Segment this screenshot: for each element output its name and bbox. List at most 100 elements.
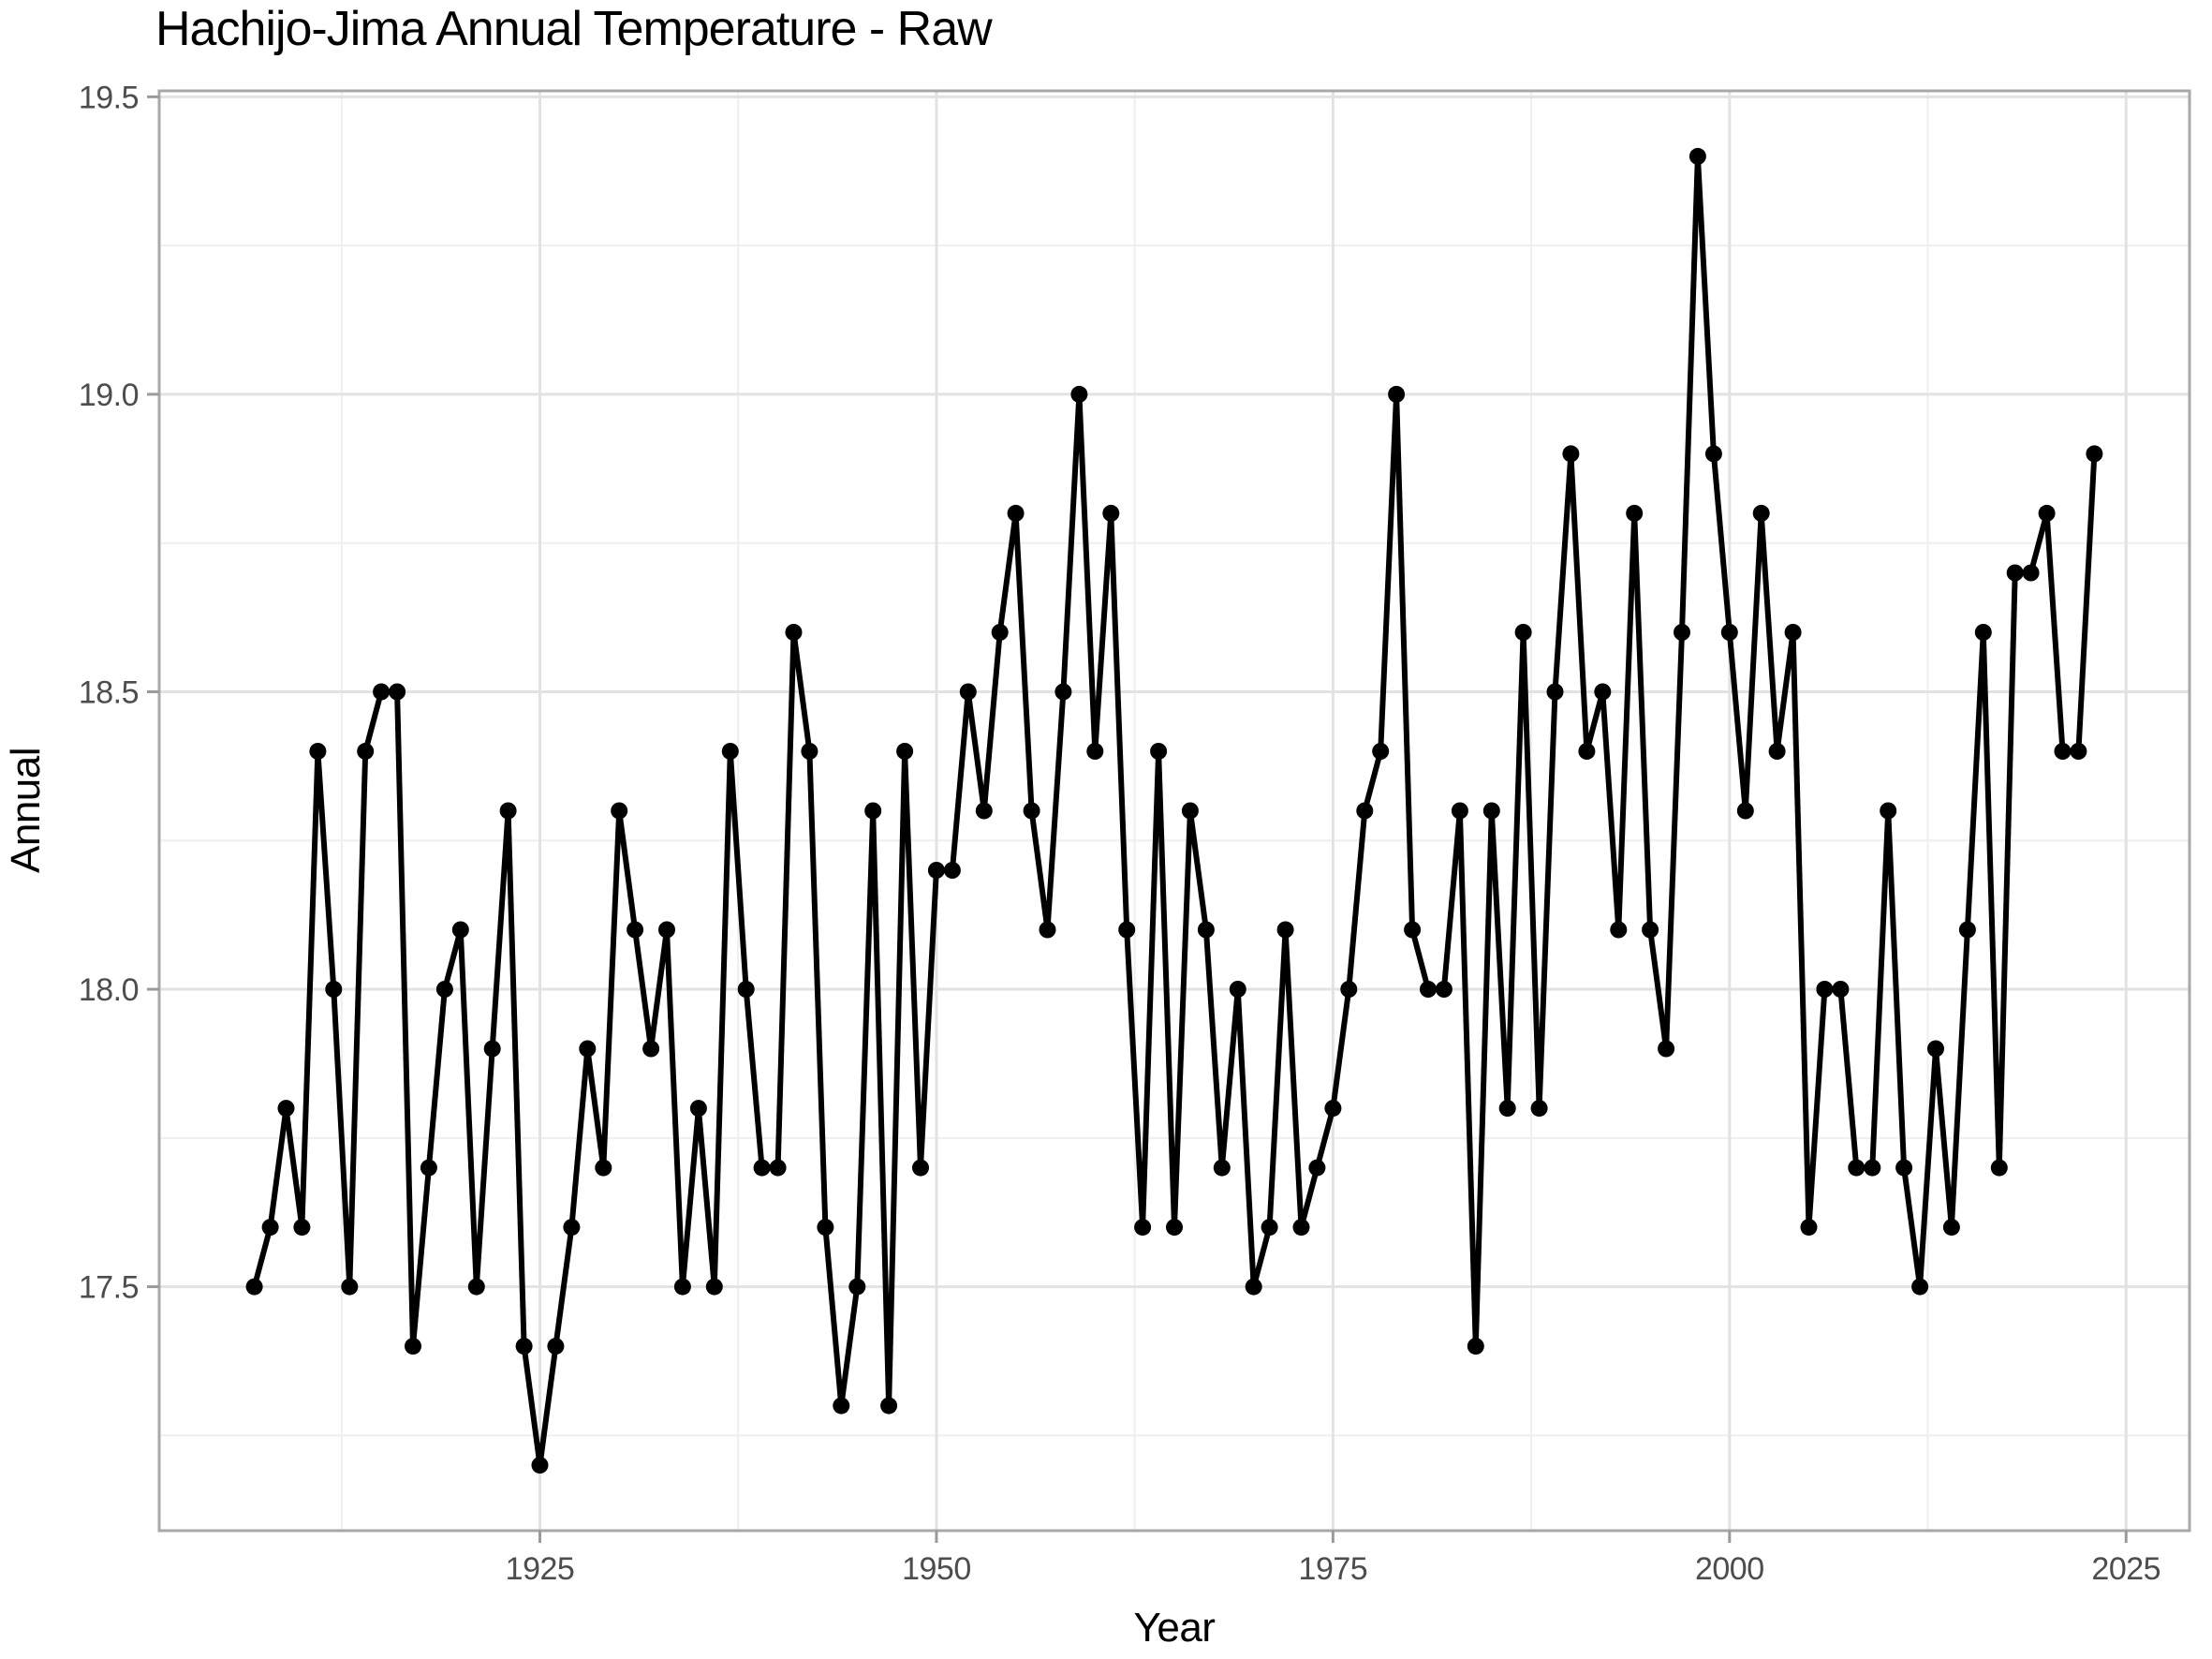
data-point bbox=[705, 1278, 723, 1296]
data-point bbox=[499, 802, 517, 820]
data-point bbox=[531, 1457, 549, 1474]
data-point bbox=[673, 1278, 691, 1296]
gridlines-major bbox=[159, 91, 2190, 1531]
data-point bbox=[1039, 921, 1056, 939]
data-point bbox=[721, 743, 739, 760]
data-point bbox=[293, 1219, 311, 1237]
data-point bbox=[1958, 921, 1976, 939]
x-tick-label: 1925 bbox=[506, 1551, 575, 1587]
data-point bbox=[277, 1100, 295, 1118]
data-point bbox=[547, 1338, 565, 1355]
data-point bbox=[1340, 981, 1358, 998]
data-point bbox=[1752, 504, 1770, 522]
data-point bbox=[1181, 802, 1199, 820]
x-tick-label: 1950 bbox=[902, 1551, 971, 1587]
data-point bbox=[1832, 981, 1850, 998]
data-point bbox=[864, 802, 882, 820]
data-point bbox=[1816, 981, 1834, 998]
data-point bbox=[1086, 743, 1104, 760]
data-point bbox=[1118, 921, 1136, 939]
data-point bbox=[1848, 1159, 1865, 1177]
data-point bbox=[943, 862, 961, 879]
y-tick-label: 19.5 bbox=[79, 80, 139, 115]
data-point bbox=[1990, 1159, 2008, 1177]
plot-title: Hachijo-Jima Annual Temperature - Raw bbox=[155, 2, 993, 56]
data-point bbox=[1562, 445, 1580, 463]
x-tick-label: 2000 bbox=[1695, 1551, 1764, 1587]
data-point bbox=[1704, 445, 1722, 463]
data-point bbox=[642, 1040, 660, 1058]
data-point bbox=[1134, 1219, 1152, 1237]
data-point bbox=[1324, 1100, 1342, 1118]
data-point bbox=[1197, 921, 1215, 939]
data-point bbox=[927, 862, 945, 879]
axis-ticks bbox=[147, 95, 2128, 1543]
data-point bbox=[309, 743, 327, 760]
y-tick-label: 18.0 bbox=[79, 972, 139, 1008]
data-point bbox=[435, 981, 453, 998]
data-point bbox=[753, 1159, 771, 1177]
data-point bbox=[1688, 147, 1706, 165]
data-point bbox=[563, 1219, 581, 1237]
data-point bbox=[261, 1219, 279, 1237]
data-point bbox=[1435, 981, 1453, 998]
data-point bbox=[2086, 445, 2103, 463]
data-point bbox=[1070, 385, 1088, 403]
data-point bbox=[420, 1159, 437, 1177]
data-point bbox=[975, 802, 993, 820]
data-point bbox=[1467, 1338, 1484, 1355]
data-point bbox=[1388, 385, 1406, 403]
y-tick-label: 17.5 bbox=[79, 1270, 139, 1306]
data-point bbox=[1658, 1040, 1675, 1058]
data-point bbox=[2070, 743, 2087, 760]
data-point bbox=[801, 743, 818, 760]
data-point bbox=[1784, 624, 1802, 641]
data-point bbox=[1974, 624, 1992, 641]
data-point bbox=[1880, 802, 1897, 820]
y-axis-title: Annual bbox=[3, 748, 49, 873]
data-point bbox=[1451, 802, 1468, 820]
data-point bbox=[1864, 1159, 1881, 1177]
data-point bbox=[1736, 802, 1754, 820]
data-point bbox=[515, 1338, 533, 1355]
data-point bbox=[1276, 921, 1294, 939]
data-point bbox=[1372, 743, 1390, 760]
data-point bbox=[1007, 504, 1025, 522]
data-point bbox=[1404, 921, 1422, 939]
y-tick-label: 19.0 bbox=[79, 378, 139, 413]
data-point bbox=[1578, 743, 1596, 760]
data-point bbox=[1927, 1040, 1944, 1058]
data-point bbox=[579, 1040, 597, 1058]
x-tick-label: 1975 bbox=[1299, 1551, 1368, 1587]
data-point bbox=[1768, 743, 1786, 760]
data-point bbox=[1054, 683, 1072, 701]
data-point bbox=[1514, 624, 1532, 641]
y-tick-label: 18.5 bbox=[79, 674, 139, 710]
data-point bbox=[1102, 504, 1120, 522]
data-point bbox=[341, 1278, 359, 1296]
data-point bbox=[595, 1159, 612, 1177]
data-point bbox=[357, 743, 375, 760]
data-point bbox=[2022, 564, 2040, 582]
data-point bbox=[959, 683, 977, 701]
data-point bbox=[912, 1159, 929, 1177]
data-point bbox=[769, 1159, 787, 1177]
data-point bbox=[373, 683, 391, 701]
data-point bbox=[1482, 802, 1500, 820]
data-point bbox=[1213, 1159, 1231, 1177]
data-point bbox=[1800, 1219, 1818, 1237]
data-point bbox=[1642, 921, 1659, 939]
data-point bbox=[467, 1278, 485, 1296]
data-point bbox=[1229, 981, 1246, 998]
axis-tick-labels: 1925 1950 1975 2000 2025 17.5 18.0 18.5 19.0 19.5 bbox=[79, 80, 2161, 1587]
data-point bbox=[896, 743, 914, 760]
data-point bbox=[817, 1219, 834, 1237]
data-point bbox=[1911, 1278, 1929, 1296]
data-point bbox=[325, 981, 343, 998]
data-point bbox=[1292, 1219, 1310, 1237]
data-point bbox=[1261, 1219, 1278, 1237]
data-point bbox=[833, 1397, 850, 1415]
data-point bbox=[1023, 802, 1040, 820]
